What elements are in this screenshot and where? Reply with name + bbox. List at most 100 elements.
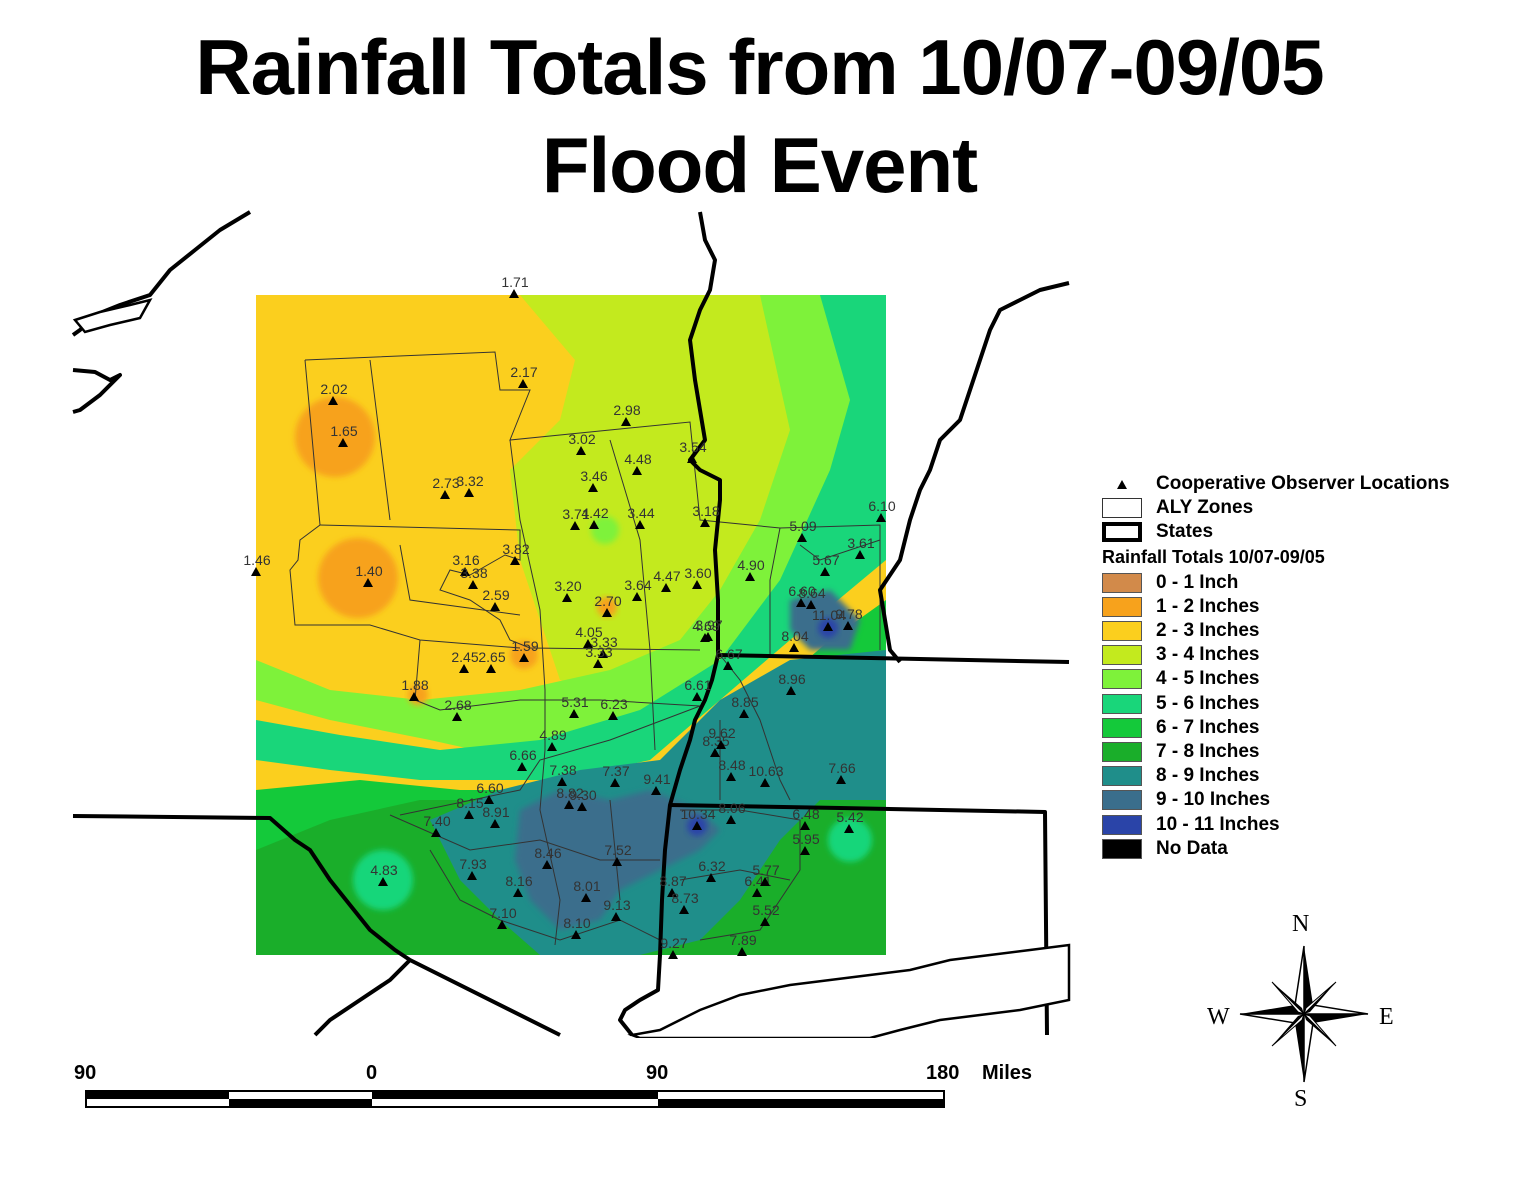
legend-swatch [1102, 766, 1142, 787]
station-value-label: 9.62 [708, 725, 735, 741]
station-marker [739, 709, 749, 718]
station-marker [710, 748, 720, 757]
station-value-label: 5.95 [792, 831, 819, 847]
station-value-label: 6.32 [698, 858, 725, 874]
station-value-label: 6.10 [868, 498, 895, 514]
station-value-label: 6.23 [600, 696, 627, 712]
station-value-label: 1.59 [511, 638, 538, 654]
station-value-label: 3.61 [847, 535, 874, 551]
station-value-label: 3.33 [590, 634, 617, 650]
compass-s: S [1294, 1086, 1308, 1112]
station-value-label: 7.52 [604, 842, 631, 858]
legend-class-6: 6 - 7 Inches [1102, 716, 1502, 740]
compass-w: W [1207, 1004, 1230, 1030]
station-marker [509, 289, 519, 298]
station-marker [797, 533, 807, 542]
station-marker [547, 742, 557, 751]
station-value-label: 3.44 [627, 505, 654, 521]
station-value-label: 3.97 [695, 617, 722, 633]
station-value-label: 4.83 [370, 862, 397, 878]
station-value-label: 4.48 [624, 451, 651, 467]
station-marker [510, 556, 520, 565]
station-marker [692, 821, 702, 830]
station-marker [820, 567, 830, 576]
legend-class-label: 4 - 5 Inches [1156, 668, 1260, 690]
station-marker [588, 483, 598, 492]
map-frame-mask [0, 1038, 1519, 1180]
station-marker [452, 712, 462, 721]
station-marker [800, 821, 810, 830]
station-marker [700, 518, 710, 527]
station-marker [843, 621, 853, 630]
station-value-label: 3.32 [456, 473, 483, 489]
station-marker [612, 857, 622, 866]
station-marker [806, 600, 816, 609]
rainfall-surface [256, 295, 886, 955]
station-value-label: 3.82 [502, 541, 529, 557]
station-marker [486, 664, 496, 673]
scale-label-90: 90 [646, 1062, 669, 1084]
station-marker [632, 466, 642, 475]
station-marker [651, 786, 661, 795]
station-value-label: 9.78 [835, 606, 862, 622]
station-value-label: 8.64 [798, 585, 825, 601]
scale-label-90-left: 90 [74, 1062, 97, 1084]
station-value-label: 4.89 [539, 727, 566, 743]
station-value-label: 1.46 [243, 552, 270, 568]
station-marker [598, 649, 608, 658]
legend-class-9: 9 - 10 Inches [1102, 788, 1502, 812]
station-value-label: 7.40 [423, 813, 450, 829]
station-value-label: 8.96 [778, 671, 805, 687]
station-marker [844, 824, 854, 833]
station-value-label: 8.16 [505, 873, 532, 889]
legend-rainfall-heading: Rainfall Totals 10/07-09/05 [1102, 547, 1325, 568]
triangle-icon [1117, 480, 1127, 490]
legend-class-7: 7 - 8 Inches [1102, 740, 1502, 764]
zone-swatch [1102, 498, 1142, 519]
station-value-label: 2.02 [320, 381, 347, 397]
station-marker [467, 871, 477, 880]
station-marker [823, 622, 833, 631]
station-marker [726, 772, 736, 781]
station-value-label: 5.77 [752, 862, 779, 878]
station-value-label: 3.33 [585, 644, 612, 660]
station-marker [855, 550, 865, 559]
station-marker [564, 800, 574, 809]
station-value-label: 2.68 [444, 697, 471, 713]
compass-rose-icon [1239, 945, 1369, 1083]
station-marker [328, 396, 338, 405]
station-value-label: 7.10 [489, 905, 516, 921]
legend-class-label: 10 - 11 Inches [1156, 813, 1280, 835]
station-marker [557, 777, 567, 786]
legend-swatch [1102, 645, 1142, 666]
station-value-label: 1.40 [355, 563, 382, 579]
station-marker [571, 930, 581, 939]
station-marker [692, 692, 702, 701]
station-value-label: 10.34 [680, 806, 715, 822]
station-marker [692, 580, 702, 589]
legend-swatch [1102, 572, 1142, 593]
station-marker [363, 578, 373, 587]
station-value-label: 2.17 [510, 364, 537, 380]
station-value-label: 4.47 [653, 568, 680, 584]
legend-class-11: No Data [1102, 837, 1502, 861]
legend-classes: 0 - 1 Inch 1 - 2 Inches 2 - 3 Inches 3 - 4 … [1102, 571, 1502, 861]
station-value-label: 5.31 [561, 694, 588, 710]
station-marker [737, 947, 747, 956]
station-marker [459, 664, 469, 673]
station-value-label: 1.65 [330, 423, 357, 439]
legend-observers: Cooperative Observer Locations [1102, 472, 1502, 496]
station-marker [251, 567, 261, 576]
legend-states: States [1102, 520, 1502, 544]
station-value-label: 6.61 [684, 677, 711, 693]
station-value-label: 1.88 [401, 677, 428, 693]
station-value-label: 3.60 [684, 565, 711, 581]
station-marker [789, 643, 799, 652]
legend-zones: ALY Zones [1102, 496, 1502, 520]
scale-label-0: 0 [366, 1062, 378, 1084]
station-value-label: 3.38 [460, 565, 487, 581]
scale-label-180: 180 [926, 1062, 960, 1084]
station-value-label: 8.06 [718, 800, 745, 816]
station-value-label: 2.45 [451, 649, 478, 665]
legend-class-label: 8 - 9 Inches [1156, 765, 1260, 787]
